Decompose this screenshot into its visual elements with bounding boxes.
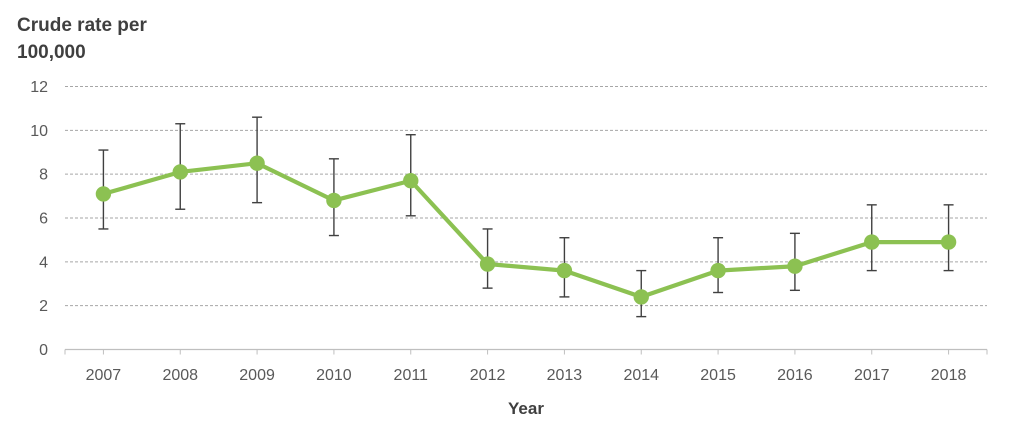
data-point-2013: [556, 262, 573, 279]
x-tick-label: 2016: [777, 367, 813, 384]
data-point-2011: [403, 173, 419, 189]
x-tick-label: 2011: [394, 367, 429, 384]
x-tick-label: 2007: [86, 367, 122, 384]
data-point-2017: [864, 234, 880, 250]
data-line: [101, 161, 951, 299]
x-tick-label: 2009: [239, 367, 275, 384]
y-tick-label: 4: [39, 254, 48, 271]
y-tick-label: 2: [39, 298, 48, 315]
x-tick-label: 2010: [316, 367, 352, 384]
data-point-2008: [172, 164, 188, 180]
x-tick-label: 2012: [470, 367, 506, 384]
y-tick-label: 6: [39, 211, 48, 228]
chart-title-line2: 100,000: [17, 42, 86, 63]
x-tick-label: 2014: [623, 367, 659, 384]
chart-title-line1: Crude rate per: [17, 15, 147, 36]
data-point-2015: [710, 262, 726, 279]
y-tick-label: 8: [39, 167, 48, 184]
data-point-2010: [326, 192, 342, 209]
data-point-2007: [95, 186, 112, 202]
y-tick-label: 10: [30, 123, 48, 140]
data-point-2009: [249, 155, 265, 171]
data-point-2012: [479, 256, 496, 272]
y-tick-label: 12: [30, 79, 48, 96]
data-point-2018: [940, 234, 957, 250]
x-tick-label: 2008: [162, 367, 198, 384]
x-tick-label: 2017: [854, 367, 890, 384]
y-tick-label: 0: [39, 342, 48, 359]
x-tick-label: 2013: [547, 367, 583, 384]
x-tick-label: 2015: [700, 367, 736, 384]
x-tick-label: 2018: [931, 367, 967, 384]
chart-title: Crude rate per 100,000: [17, 12, 147, 66]
data-point-2014: [633, 289, 649, 305]
data-point-2016: [787, 258, 803, 274]
x-axis-title: Year: [508, 399, 544, 418]
